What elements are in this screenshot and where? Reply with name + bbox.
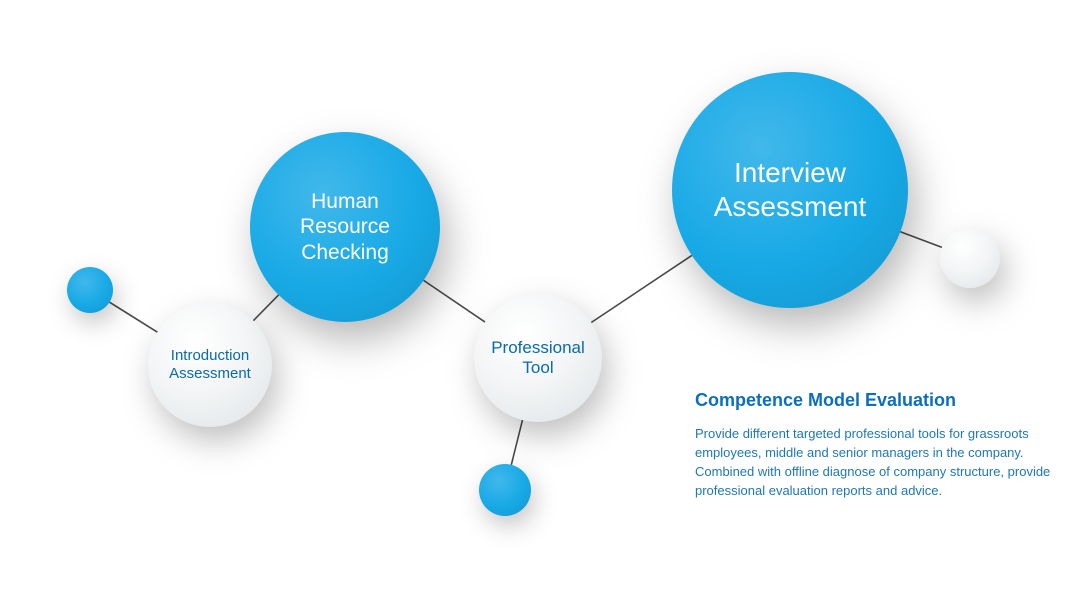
node-dot-right bbox=[940, 228, 1000, 288]
node-label-prof-tool: Professional Tool bbox=[483, 338, 593, 379]
node-label-intro: Introduction Assessment bbox=[161, 347, 259, 383]
node-interview: Interview Assessment bbox=[672, 72, 908, 308]
node-dot-left bbox=[67, 267, 113, 313]
node-dot-bottom bbox=[479, 464, 531, 516]
caption-body: Provide different targeted professional … bbox=[695, 425, 1055, 500]
caption-title: Competence Model Evaluation bbox=[695, 390, 1055, 411]
node-label-interview: Interview Assessment bbox=[706, 156, 875, 223]
node-prof-tool: Professional Tool bbox=[474, 294, 602, 422]
node-hr-check: Human Resource Checking bbox=[250, 132, 440, 322]
node-intro: Introduction Assessment bbox=[148, 303, 272, 427]
node-label-hr-check: Human Resource Checking bbox=[292, 189, 398, 265]
diagram-stage: Introduction Assessment Human Resource Ch… bbox=[0, 0, 1080, 608]
caption-block: Competence Model Evaluation Provide diff… bbox=[695, 390, 1055, 500]
